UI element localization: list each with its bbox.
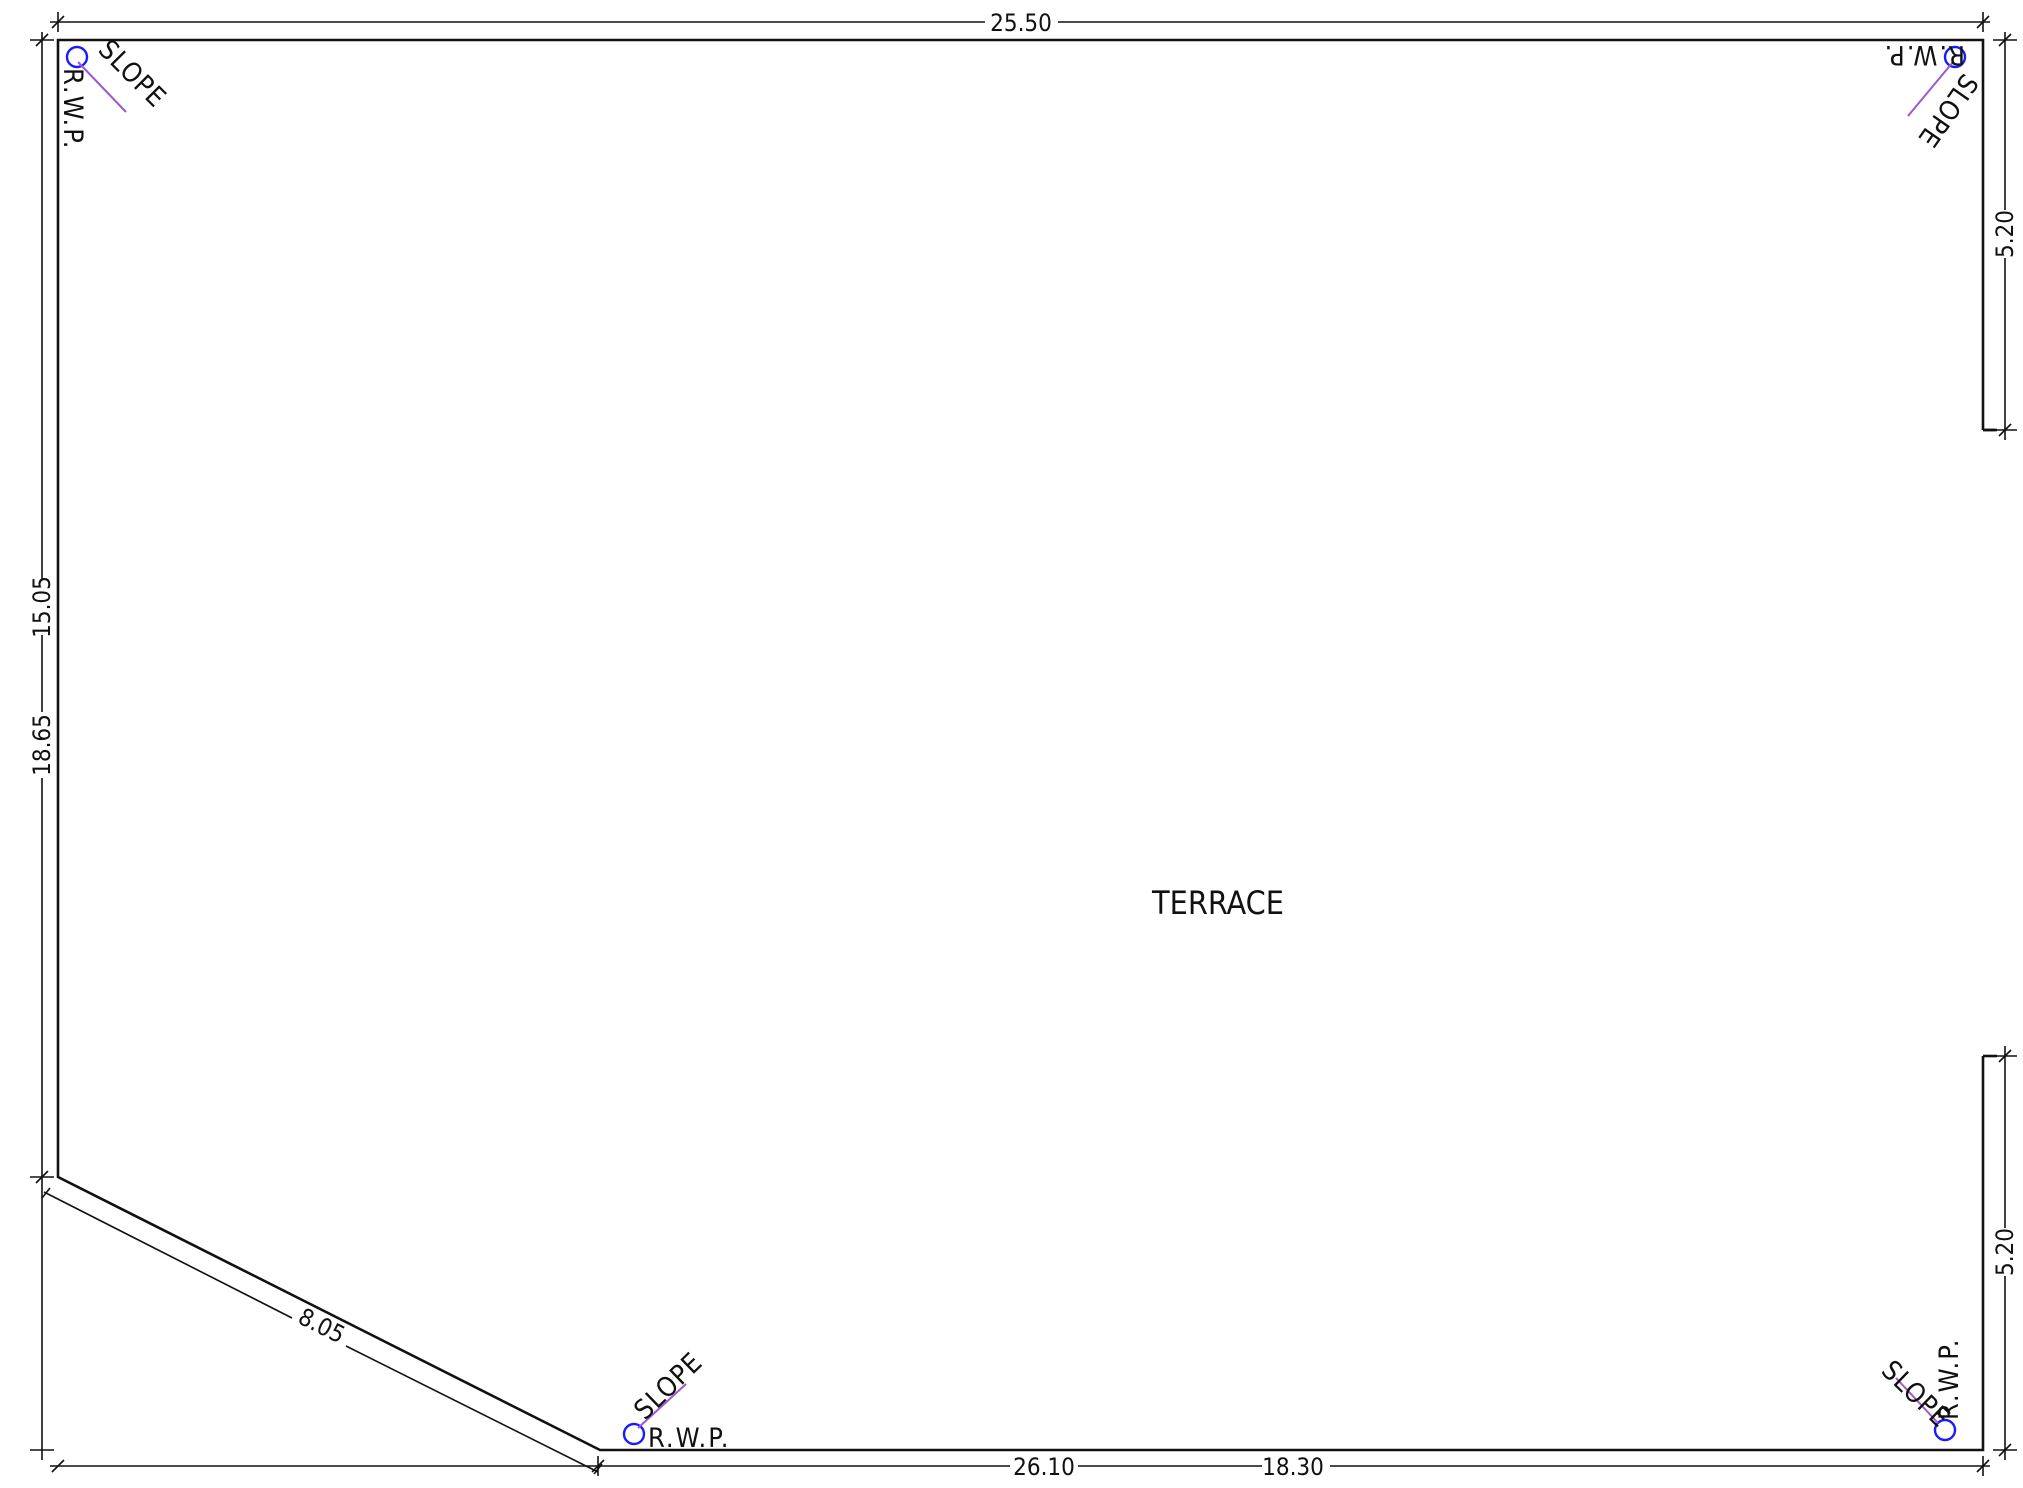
slope-arrow-icon <box>1895 1377 1939 1424</box>
slope-label: SLOPE <box>1911 68 1983 153</box>
dim-label-right-upper: 5.20 <box>1991 210 2019 258</box>
dimension-labels: 25.50 15.05 18.65 5.20 5.20 8.05 26.10 1… <box>28 9 2019 1481</box>
rwp-label: R.W.P. <box>648 1423 730 1454</box>
dim-line-diagonal-b <box>345 1345 599 1473</box>
room-label: TERRACE <box>1151 884 1284 922</box>
rwp-top-left: R.W.P. SLOPE <box>57 34 172 150</box>
dim-label-bottom-a: 26.10 <box>1013 1453 1075 1481</box>
pipe-icon <box>1943 45 1967 69</box>
outer-wall-line <box>56 38 1985 1452</box>
slope-label: SLOPE <box>92 34 172 114</box>
pipe-icon <box>622 1422 646 1446</box>
dim-tick <box>51 1459 65 1473</box>
dim-label-top: 25.50 <box>990 9 1052 37</box>
dim-tick <box>35 1170 49 1184</box>
dim-label-right-lower: 5.20 <box>1991 1228 2019 1276</box>
pipe-icon <box>1933 1418 1957 1442</box>
dim-label-left-upper: 15.05 <box>28 576 56 638</box>
rwp-top-right: R.W.P. SLOPE <box>1883 39 1984 153</box>
pipe-icon <box>65 45 89 69</box>
rwp-label: R.W.P. <box>1883 39 1965 70</box>
dim-tick <box>1998 33 2012 47</box>
dim-tick <box>51 15 65 29</box>
slope-arrow-icon <box>77 61 127 113</box>
dimension-lines <box>30 12 2017 1476</box>
slope-arrow-icon <box>1907 61 1954 117</box>
slope-arrow-icon <box>637 1383 687 1429</box>
dim-label-bottom-b: 18.30 <box>1262 1453 1324 1481</box>
dim-tick <box>1998 423 2012 437</box>
dim-tick <box>35 33 49 47</box>
dim-tick <box>41 1187 51 1199</box>
rwp-label: R.W.P. <box>1934 1338 1965 1420</box>
dim-label-left-lower: 18.65 <box>28 714 56 776</box>
dim-tick <box>593 1463 603 1475</box>
rwp-bottom-right: R.W.P. SLOPE <box>1875 1338 1965 1442</box>
rwp-label: R.W.P. <box>57 68 88 150</box>
dim-tick <box>1998 1049 2012 1063</box>
slope-label: SLOPE <box>628 1347 709 1426</box>
rwp-bottom-left: R.W.P. SLOPE <box>622 1347 730 1454</box>
dim-tick <box>1998 1443 2012 1457</box>
walls <box>56 38 1997 1452</box>
dim-label-diagonal: 8.05 <box>294 1303 350 1350</box>
dim-tick <box>1976 15 1990 29</box>
dim-line-diagonal-a <box>43 1191 293 1319</box>
